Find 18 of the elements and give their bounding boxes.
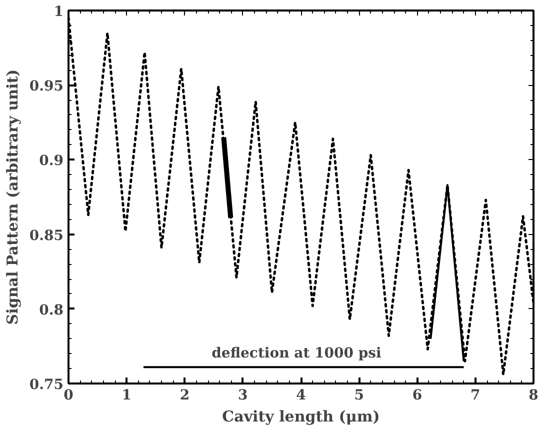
x-tick-label: 3 xyxy=(238,388,248,404)
x-tick-label: 2 xyxy=(180,388,190,404)
y-tick-label: 0.75 xyxy=(29,377,64,393)
y-tick-label: 0.8 xyxy=(39,302,64,318)
x-tick-label: 1 xyxy=(122,388,132,404)
x-tick-label: 7 xyxy=(470,388,480,404)
x-tick-label: 4 xyxy=(296,388,306,404)
y-axis-title: Signal Pattern (arbitrary unit) xyxy=(3,69,22,325)
x-tick-label: 0 xyxy=(64,388,74,404)
y-tick-label: 0.85 xyxy=(29,228,64,244)
x-axis-title: Cavity length (μm) xyxy=(222,408,380,426)
y-tick-label: 1 xyxy=(54,4,64,20)
annotation: deflection at 1000 psi xyxy=(212,346,382,362)
y-tick-label: 0.95 xyxy=(29,78,64,95)
y-tick-label: 0.9 xyxy=(39,153,64,170)
x-tick-label: 8 xyxy=(528,388,538,404)
x-tick-label: 6 xyxy=(412,388,422,404)
x-tick-label: 5 xyxy=(354,388,364,404)
